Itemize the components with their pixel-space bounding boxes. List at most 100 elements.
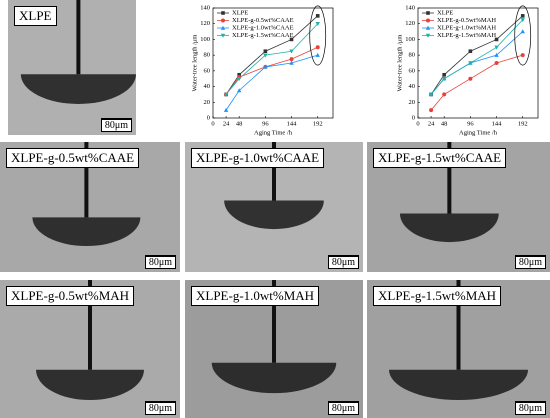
y-tick-label: 60	[204, 67, 211, 74]
scale-bar: 80μm	[144, 255, 176, 269]
x-tick-label: 0	[211, 120, 214, 127]
y-axis-label: Water-tree length /μm	[396, 35, 403, 92]
data-point	[468, 76, 473, 81]
data-point	[494, 37, 499, 42]
legend-label: XLPE-g-0.5wt%MAH	[437, 17, 496, 24]
legend-marker	[220, 25, 226, 30]
x-tick-label: 24	[223, 120, 230, 127]
y-tick-label: 100	[405, 36, 415, 43]
water-tree	[20, 74, 136, 104]
legend-marker	[426, 11, 430, 15]
water-tree	[224, 200, 324, 230]
micrograph: XLPE-g-0.5wt%CAAE 80μm	[0, 142, 180, 272]
legend-label: XLPE	[232, 9, 248, 16]
plot-frame	[417, 7, 539, 119]
y-tick-label: 0	[207, 114, 210, 121]
data-point	[236, 88, 242, 93]
data-point	[520, 14, 525, 18]
x-tick-label: 192	[313, 120, 323, 127]
data-point	[315, 52, 320, 57]
y-tick-label: 20	[409, 99, 416, 106]
data-point	[289, 49, 294, 54]
scale-bar: 80μm	[514, 255, 546, 269]
y-tick-label: 80	[204, 52, 211, 59]
x-axis-label: Aging Time /h	[254, 129, 293, 136]
scale-bar: 80μm	[327, 401, 359, 415]
y-tick-label: 40	[204, 83, 211, 90]
legend-marker	[220, 33, 226, 38]
x-axis-label: Aging Time /h	[459, 129, 498, 136]
data-point	[441, 77, 447, 82]
data-point	[442, 92, 447, 97]
data-point	[429, 108, 434, 113]
data-point	[520, 29, 525, 34]
data-point	[442, 72, 446, 77]
x-tick-label: 192	[518, 120, 528, 127]
data-point	[236, 77, 242, 82]
legend-marker	[221, 11, 225, 15]
micrograph-image	[8, 0, 136, 135]
series-line	[225, 54, 318, 111]
x-tick-label: 48	[236, 120, 243, 127]
x-tick-label: 144	[492, 120, 503, 127]
water-tree	[36, 369, 144, 401]
micrograph: XLPE-g-1.0wt%MAH 80μm	[185, 280, 363, 418]
data-point	[520, 53, 525, 58]
water-tree	[399, 213, 499, 243]
y-tick-label: 140	[405, 4, 415, 11]
y-tick-label: 20	[204, 99, 211, 106]
plot-frame	[212, 7, 334, 119]
line-chart: 0 20 40 60 80 100 120 140 0 24 48 96 144 192 Aging Tim…	[191, 4, 334, 136]
y-tick-label: 120	[200, 20, 210, 27]
legend-marker	[425, 25, 431, 30]
legend-label: XLPE-g-1.0wt%CAAE	[232, 24, 294, 31]
x-tick-label: 48	[441, 120, 448, 127]
x-tick-label: 0	[416, 120, 419, 127]
highlight-ellipse	[309, 5, 327, 66]
micrograph-label: XLPE-g-1.5wt%MAH	[373, 286, 502, 306]
line-chart: 0 20 40 60 80 100 120 140 0 24 48 96 144 192 Aging Tim…	[396, 4, 539, 136]
data-point	[223, 107, 229, 112]
micrograph-label: XLPE-g-0.5wt%MAH	[6, 286, 135, 306]
data-point	[315, 22, 320, 27]
data-point	[468, 49, 473, 54]
micrograph: XLPE 80μm	[8, 0, 136, 135]
y-tick-label: 100	[200, 36, 210, 43]
data-point	[315, 45, 320, 50]
micrograph: XLPE-g-1.5wt%MAH 80μm	[367, 280, 550, 418]
data-point	[289, 37, 294, 42]
x-tick-label: 96	[467, 120, 474, 127]
legend-marker	[221, 18, 225, 23]
water-tree	[211, 362, 337, 394]
micrograph: XLPE-g-1.5wt%CAAE 80μm	[367, 142, 550, 272]
data-point	[237, 72, 241, 77]
y-tick-label: 80	[409, 52, 416, 59]
data-point	[494, 52, 499, 57]
scale-bar: 80μm	[100, 118, 132, 132]
scale-bar: 80μm	[144, 401, 176, 415]
highlight-ellipse	[514, 5, 532, 66]
data-point	[315, 14, 320, 18]
scale-bar: 80μm	[327, 255, 359, 269]
data-point	[263, 64, 268, 69]
data-point	[428, 92, 434, 97]
micrograph: XLPE-g-0.5wt%MAH 80μm	[0, 280, 180, 418]
scale-bar: 80μm	[514, 401, 546, 415]
water-tree	[388, 369, 529, 401]
series-line	[430, 31, 523, 95]
micrograph-label: XLPE-g-1.5wt%CAAE	[373, 148, 507, 168]
data-point	[223, 92, 229, 97]
y-tick-label: 40	[409, 83, 416, 90]
data-point	[494, 45, 499, 50]
y-tick-label: 60	[409, 67, 416, 74]
micrograph-label: XLPE-g-0.5wt%CAAE	[6, 148, 140, 168]
micrograph: XLPE-g-1.0wt%CAAE 80μm	[185, 142, 363, 272]
data-point	[289, 57, 294, 62]
y-tick-label: 140	[200, 4, 210, 11]
x-tick-label: 96	[262, 120, 269, 127]
series-line	[430, 54, 523, 111]
data-point	[263, 53, 268, 58]
x-tick-label: 24	[428, 120, 435, 127]
x-tick-label: 144	[287, 120, 298, 127]
